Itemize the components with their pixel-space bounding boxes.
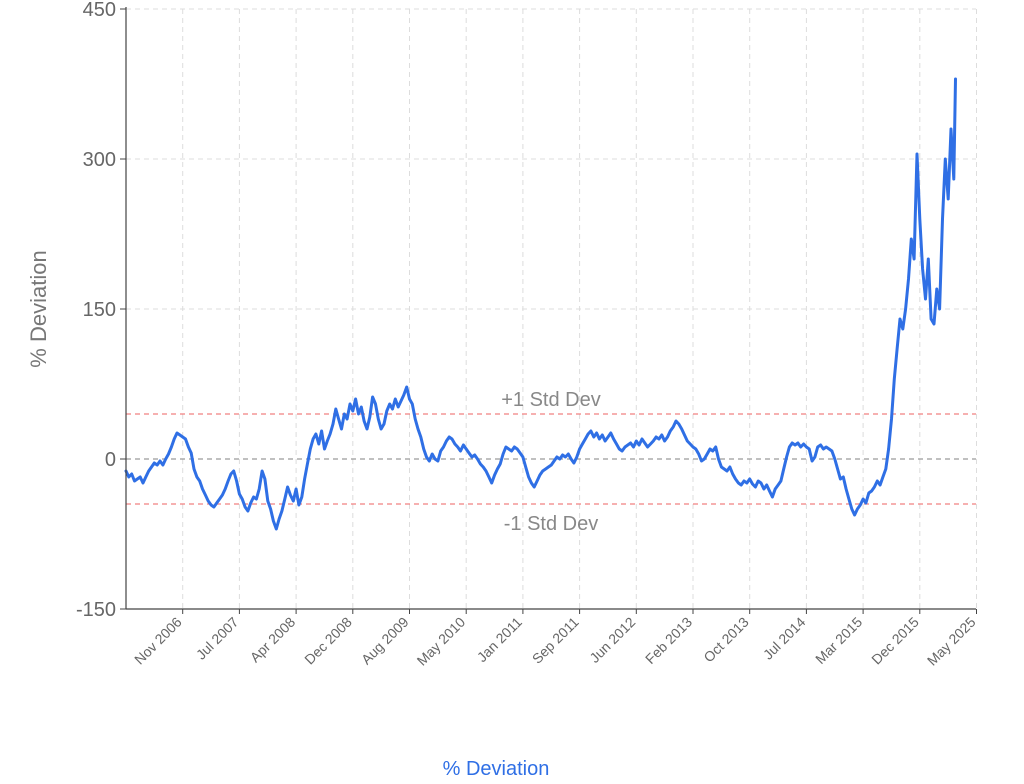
y-tick-label-0: -150 (76, 599, 116, 621)
x-tick-label-3: Dec 2008 (301, 614, 355, 668)
x-tick-label-4: Aug 2009 (358, 614, 412, 668)
x-tick-label-0: Nov 2006 (131, 614, 185, 668)
x-tick-label-5: May 2010 (414, 614, 469, 669)
x-tick-label-12: Mar 2015 (812, 614, 865, 667)
x-tick-label-8: Jun 2012 (586, 614, 638, 666)
labels: +1 Std Dev -1 Std Dev -150 0 150 300 450 Nov 20… (26, 0, 979, 780)
minus-1-std-dev-label: -1 Std Dev (504, 513, 598, 535)
x-tick-label-9: Feb 2013 (642, 614, 695, 667)
y-tick-label-2: 150 (83, 299, 116, 321)
reference-lines (126, 413, 976, 505)
x-tick-label-13: Dec 2015 (868, 614, 922, 668)
x-tick-label-11: Jul 2014 (760, 614, 809, 663)
grid (126, 8, 977, 609)
x-tick-label-10: Oct 2013 (700, 614, 752, 666)
series-layer (124, 77, 957, 531)
legend-label: % Deviation (443, 758, 550, 780)
x-tick-label-1: Jul 2007 (193, 614, 242, 663)
series-line-0 (124, 77, 957, 531)
axes (120, 7, 977, 614)
x-tick-label-7: Sep 2011 (529, 614, 582, 667)
y-tick-label-1: 0 (105, 449, 116, 471)
y-axis-title: % Deviation (26, 250, 51, 367)
x-tick-label-2: Apr 2008 (247, 614, 299, 666)
plus-1-std-dev-label: +1 Std Dev (501, 389, 601, 411)
x-tick-label-14: May 2025 (924, 614, 979, 669)
x-tick-label-6: Jan 2011 (474, 614, 525, 665)
y-tick-label-3: 300 (83, 149, 116, 171)
y-tick-label-4: 450 (83, 0, 116, 21)
